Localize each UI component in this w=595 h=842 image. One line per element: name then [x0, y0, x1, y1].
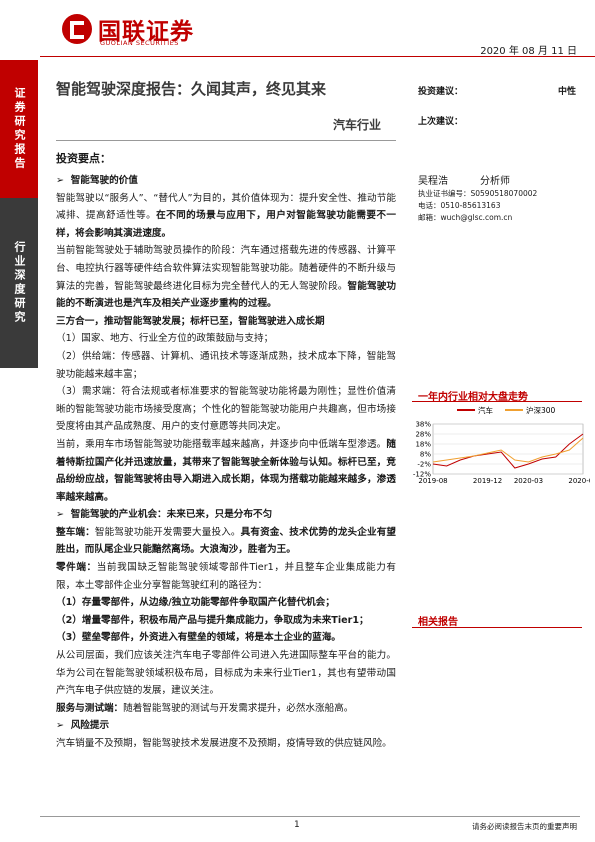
sidebar-top: 证券研究报告	[0, 60, 38, 198]
previous-rating-label: 上次建议：	[418, 117, 464, 127]
page-number: 1	[294, 820, 300, 830]
rule	[56, 140, 396, 141]
date: 2020 年 08 月 11 日	[480, 46, 577, 57]
industry: 汽车行业	[333, 118, 382, 132]
bold-text: 随着特斯拉国产化并迅速放量，其带来了智能驾驶全新体验与认知。标杆已至，竞品纷纷应…	[56, 438, 396, 503]
rule	[40, 56, 595, 57]
x-tick-label: 2020-03	[514, 477, 543, 485]
bold-text: 整车端：	[56, 526, 95, 538]
rating-value: 中性	[558, 87, 577, 97]
logo-text: 国联证券	[98, 19, 194, 45]
bold-text: 风险提示	[70, 720, 110, 732]
analyst-name: 吴程浩	[418, 176, 448, 187]
disclaimer: 请务必阅读报告末页的重要声明	[472, 822, 577, 831]
paragraph: （1）存量零部件，从边缘/独立功能零部件争取国产化替代机会；	[56, 594, 396, 612]
bold-text: 具有资金、技术优势的龙头企业有望胜出，而队尾企业只能黯然离场。大浪淘沙，胜者为王…	[56, 526, 397, 556]
y-tick-label: 8%	[420, 451, 431, 459]
paragraph: 智能驾驶以“服务人”、“替代人”为目的，其价值体现为：提升安全性、推动节能减排、…	[56, 190, 396, 243]
paragraph: 三方合一，推动智能驾驶发展；标杆已至，智能驾驶进入成长期	[56, 313, 396, 331]
paragraph: （3）壁垒零部件，外资进入有壁垒的领域，将是本土企业的蓝海。	[56, 629, 396, 647]
chart: -12% -2% 8% 18% 28% 38% 2019-08 2019-12 2020-03 2…	[413, 405, 590, 485]
bold-text: （1）存量零部件，从边缘/独立功能零部件争取国产化替代机会；	[56, 597, 335, 609]
text: （2）供给端：传感器、计算机、通讯技术等逐渐成熟，技术成本下降，智能驾驶功能越来…	[56, 350, 396, 380]
paragraph: （3）需求端：符合法规或者标准要求的智能驾驶功能将最为刚性；显性价值清晰的智能驾…	[56, 383, 396, 436]
bold-text: （3）壁垒零部件，外资进入有壁垒的领域，将是本土企业的蓝海。	[56, 632, 341, 644]
paragraph: （2）供给端：传感器、计算机、通讯技术等逐渐成熟，技术成本下降，智能驾驶功能越来…	[56, 348, 396, 383]
bold-text: 在不同的场景与应用下，用户对智能驾驶功能需要不一样，将会影响其演进速度。	[56, 210, 397, 239]
text: 智能驾驶功能开发需要大量投入。	[94, 526, 241, 538]
paragraph: 当前智能驾驶处于辅助驾驶员操作的阶段：汽车通过搭载先进的传感器、计算平台、电控执…	[56, 242, 396, 312]
y-tick-label: 28%	[415, 431, 431, 439]
related-title: 相关报告	[418, 617, 458, 628]
analyst-phone: 电话：0510-85613163	[418, 201, 501, 210]
paragraph: 服务与测试端：随着智能驾驶的测试与开发需求提升，必然水涨船高。	[56, 700, 396, 718]
rule	[40, 816, 580, 817]
paragraph: 当前，乘用车市场智能驾驶功能搭载率越来越高，并逐步向中低端车型渗透。随着特斯拉国…	[56, 436, 396, 506]
paragraph: 零件端：当前我国缺乏智能驾驶领域零部件Tier1，并且整车企业集成能力有限，本土…	[56, 559, 396, 594]
sidebar-bottom: 行业深度研究	[0, 198, 38, 368]
text: 当前我国缺乏智能驾驶领域零部件Tier1，并且整车企业集成能力有限，本土零部件企…	[56, 562, 396, 591]
bullet: ➢	[56, 720, 71, 732]
rule	[412, 627, 582, 628]
y-tick-label: 38%	[415, 421, 431, 429]
paragraph: ➢ 智能驾驶的产业机会：未来已来，只是分布不匀	[56, 506, 396, 524]
paragraph: 汽车销量不及预期，智能驾驶技术发展进度不及预期，疫情导致的供应链风险。	[56, 735, 396, 753]
chart-title: 一年内行业相对大盘走势	[418, 392, 528, 403]
paragraph: （1）国家、地方、行业全方位的政策鼓励与支持；	[56, 330, 396, 348]
y-tick-label: -2%	[417, 461, 431, 469]
paragraph: ➢ 智能驾驶的价值	[56, 172, 396, 190]
bold-text: 智能驾驶的价值	[70, 175, 138, 186]
body: ➢ 智能驾驶的价值智能驾驶以“服务人”、“替代人”为目的，其价值体现为：提升安全…	[56, 172, 396, 753]
paragraph: （2）增量零部件，积极布局产品与提升集成能力，争取成为未来Tier1；	[56, 612, 396, 630]
text: 汽车销量不及预期，智能驾驶技术发展进度不及预期，疫情导致的供应链风险。	[56, 738, 392, 749]
series-line	[432, 437, 584, 463]
analyst-license: 执业证书编号：S0590518070002	[418, 189, 538, 198]
bold-text: （2）增量零部件，积极布局产品与提升集成能力，争取成为未来Tier1；	[56, 614, 369, 626]
logo-en: GUOLIAN SECURITIES	[100, 39, 179, 47]
legend-label: 汽车	[478, 405, 493, 415]
rule	[412, 401, 582, 402]
legend-label: 沪深300	[526, 405, 556, 415]
text: 智能驾驶以“服务人”、“替代人”为目的，其价值体现为：提升安全性、推动节能减排、…	[56, 192, 396, 222]
y-tick-label: -12%	[413, 471, 431, 479]
analyst-email: 邮箱：wuch@glsc.com.cn	[418, 213, 513, 222]
logo-icon	[62, 14, 92, 44]
plot-frame	[432, 423, 584, 475]
paragraph: 从公司层面，我们应该关注汽车电子零部件公司进入先进国际整车平台的能力。华为公司在…	[56, 647, 396, 700]
x-tick-label: 2019-08	[418, 477, 447, 485]
text: （1）国家、地方、行业全方位的政策鼓励与支持；	[56, 333, 274, 345]
paragraph: ➢ 风险提示	[56, 717, 396, 735]
body-heading: 投资要点：	[56, 152, 111, 165]
x-tick-label: 2020-07	[568, 477, 590, 485]
bullet: ➢	[56, 509, 71, 521]
text: 从公司层面，我们应该关注汽车电子零部件公司进入先进国际整车平台的能力。华为公司在…	[56, 650, 396, 697]
bold-text: 零件端：	[56, 562, 97, 574]
text: （3）需求端：符合法规或者标准要求的智能驾驶功能将最为刚性；显性价值清晰的智能驾…	[56, 386, 396, 433]
bullet: ➢	[56, 175, 71, 186]
x-tick-label: 2019-12	[473, 477, 502, 485]
title: 智能驾驶深度报告：久闻其声，终见其来	[56, 80, 327, 98]
rating-label: 投资建议：	[418, 87, 464, 97]
text: 随着智能驾驶的测试与开发需求提升，必然水涨船高。	[123, 702, 354, 714]
bold-text: 三方合一，推动智能驾驶发展；标杆已至，智能驾驶进入成长期	[56, 315, 325, 327]
series-line	[432, 433, 584, 469]
bold-text: 智能驾驶的产业机会：未来已来，只是分布不匀	[70, 509, 273, 521]
text: 当前，乘用车市场智能驾驶功能搭载率越来越高，并逐步向中低端车型渗透。	[56, 438, 387, 450]
paragraph: 整车端：智能驾驶功能开发需要大量投入。具有资金、技术优势的龙头企业有望胜出，而队…	[56, 524, 396, 559]
y-tick-label: 18%	[415, 441, 431, 449]
analyst-role: 分析师	[480, 176, 510, 187]
bold-text: 服务与测试端：	[56, 702, 124, 714]
text: 当前智能驾驶处于辅助驾驶员操作的阶段：汽车通过搭载先进的传感器、计算平台、电控执…	[56, 245, 396, 292]
bold-text: 智能驾驶功能的不断演进也是汽车及相关产业逐步重构的过程。	[56, 280, 397, 310]
